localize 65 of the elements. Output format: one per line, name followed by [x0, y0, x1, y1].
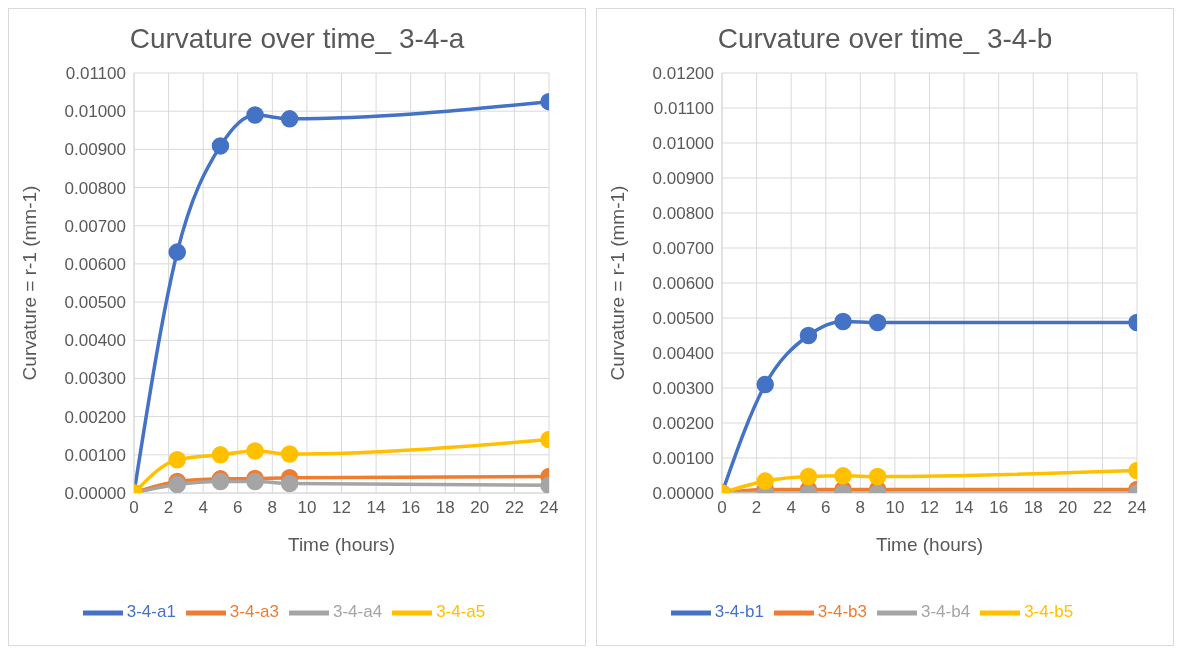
- y-tick-label: 0.00600: [652, 274, 714, 294]
- x-tick-label: 6: [821, 498, 831, 518]
- legend-label: 3-4-b1: [714, 602, 764, 622]
- legend-label: 3-4-a1: [126, 602, 176, 622]
- x-tick-label: 10: [297, 498, 317, 518]
- y-tick-label: 0.01100: [65, 64, 126, 84]
- y-tick-label: 0.00300: [64, 369, 126, 389]
- y-tick-label: 0.00700: [64, 216, 126, 236]
- y-tick-label: 0.00800: [652, 204, 714, 224]
- x-tick-label: 2: [751, 498, 762, 518]
- x-tick-label: 22: [504, 498, 524, 518]
- x-tick-label: 8: [855, 498, 866, 518]
- legend-label: 3-4-a3: [229, 602, 279, 622]
- x-tick-label: 18: [1023, 498, 1043, 518]
- x-tick-label: 22: [1092, 498, 1112, 518]
- y-tick-label: 0.00400: [652, 344, 714, 364]
- y-tick-label: 0.00200: [64, 407, 126, 427]
- y-tick-label: 0.00500: [652, 309, 714, 329]
- y-tick-label: 0.00300: [652, 379, 714, 399]
- y-axis-title: Curvature = r-1 (mm-1): [606, 185, 628, 381]
- x-tick-label: 0: [717, 498, 727, 518]
- y-tick-label: 0.00200: [652, 414, 714, 434]
- x-tick-label: 12: [920, 498, 939, 518]
- x-axis-title: Time (hours): [288, 534, 395, 555]
- x-tick-label: 18: [435, 498, 455, 518]
- x-tick-label: 4: [198, 498, 208, 518]
- chart-title: Curvature over time_ 3-4-a: [128, 23, 466, 56]
- x-tick-label: 8: [267, 498, 278, 518]
- y-tick-label: 0.01000: [652, 134, 714, 154]
- x-tick-label: 2: [163, 498, 174, 518]
- legend-label: 3-4-b3: [817, 602, 867, 622]
- y-tick-label: 0.00700: [652, 239, 714, 259]
- y-tick-label: 0.01100: [653, 99, 714, 119]
- x-tick-label: 16: [401, 498, 421, 518]
- y-tick-label: 0.00000: [64, 484, 126, 504]
- x-axis-title: Time (hours): [876, 534, 983, 555]
- y-tick-label: 0.01200: [652, 64, 714, 84]
- chart-title: Curvature over time_ 3-4-b: [716, 23, 1054, 56]
- x-tick-label: 0: [129, 498, 139, 518]
- x-tick-label: 14: [366, 498, 386, 518]
- y-tick-label: 0.00500: [64, 293, 126, 313]
- x-tick-label: 14: [954, 498, 974, 518]
- y-tick-label: 0.00800: [64, 178, 126, 198]
- x-tick-label: 6: [233, 498, 243, 518]
- y-tick-label: 0.01000: [64, 102, 126, 122]
- y-tick-label: 0.00100: [652, 449, 714, 469]
- y-tick-label: 0.00000: [652, 484, 714, 504]
- y-tick-label: 0.00900: [652, 169, 714, 189]
- x-tick-label: 4: [786, 498, 796, 518]
- y-tick-label: 0.00100: [64, 445, 126, 465]
- y-tick-label: 0.00600: [64, 254, 126, 274]
- y-axis-title: Curvature = r-1 (mm-1): [18, 185, 40, 381]
- x-tick-label: 12: [332, 498, 351, 518]
- legend-label: 3-4-a4: [333, 602, 383, 622]
- x-tick-label: 16: [989, 498, 1009, 518]
- legend-label: 3-4-a5: [436, 602, 486, 622]
- y-tick-label: 0.00400: [64, 331, 126, 351]
- x-tick-label: 20: [1058, 498, 1078, 518]
- x-tick-label: 24: [1127, 498, 1147, 518]
- x-tick-label: 10: [885, 498, 905, 518]
- legend-label: 3-4-b5: [1024, 602, 1074, 622]
- legend-label: 3-4-b4: [921, 602, 971, 622]
- x-tick-label: 24: [539, 498, 559, 518]
- y-tick-label: 0.00900: [64, 140, 126, 160]
- x-tick-label: 20: [470, 498, 490, 518]
